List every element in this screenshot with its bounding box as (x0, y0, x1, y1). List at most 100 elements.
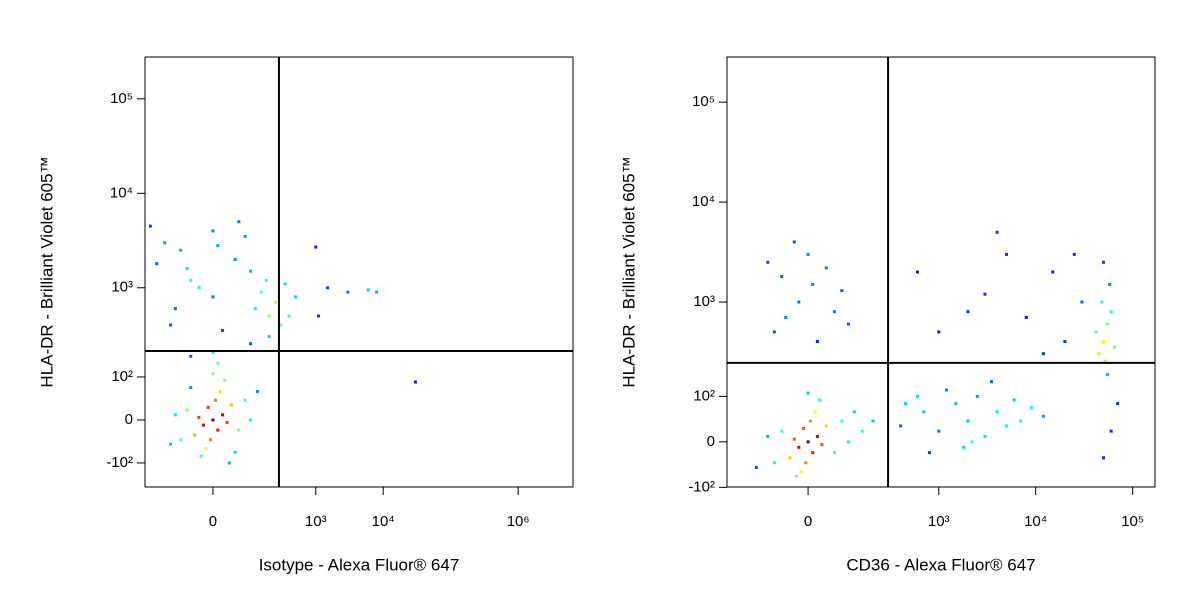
event-dot (795, 474, 799, 478)
event-dot (1012, 398, 1016, 402)
event-dot (1097, 352, 1101, 356)
event-dot (267, 335, 271, 339)
event-dot (189, 278, 193, 282)
event-dot (1108, 282, 1112, 286)
event-dot (1063, 339, 1067, 343)
event-dot (346, 290, 350, 294)
event-dot (264, 278, 268, 282)
event-dot (209, 438, 213, 442)
event-dot (1101, 339, 1105, 343)
y-tick-label: 10³ (693, 293, 715, 310)
event-dot (216, 244, 220, 248)
event-dot (201, 423, 205, 427)
event-dot (221, 328, 225, 332)
y-axis-label: HLA-DR - Brilliant Violet 605™ (619, 156, 638, 387)
event-dot (846, 440, 850, 444)
event-dot (193, 433, 197, 437)
event-dot (824, 424, 828, 428)
event-dot (173, 307, 177, 311)
event-dot (169, 323, 173, 327)
event-dot (179, 438, 183, 442)
event-dot (806, 252, 810, 256)
event-dot (1019, 419, 1023, 423)
event-dot (989, 380, 993, 384)
event-dot (1109, 310, 1113, 314)
event-dot (784, 315, 788, 319)
event-dot (983, 434, 987, 438)
event-dot (189, 354, 193, 358)
event-dot (211, 295, 215, 299)
event-dot (155, 262, 159, 266)
event-dot (225, 421, 229, 425)
x-tick-label: 10³ (928, 513, 950, 530)
event-dot (937, 429, 941, 433)
event-dot (211, 372, 215, 376)
event-dot (846, 322, 850, 326)
event-dot (199, 454, 203, 458)
event-dot (211, 350, 215, 354)
event-dot (766, 260, 770, 264)
event-dot (206, 405, 210, 409)
event-dot (255, 390, 259, 394)
x-axis-label: Isotype - Alexa Fluor® 647 (259, 555, 460, 574)
event-dot (211, 229, 215, 233)
event-dot (801, 427, 805, 431)
event-dot (754, 465, 758, 469)
event-dot (317, 314, 321, 318)
x-tick-label: 10³ (305, 513, 327, 530)
event-dot (221, 413, 225, 417)
event-dot (820, 443, 824, 447)
event-dot (185, 408, 189, 412)
event-dot (233, 450, 237, 454)
y-tick-label: 10⁵ (110, 90, 133, 107)
event-dot (163, 241, 167, 245)
y-axis-label: HLA-DR - Brilliant Violet 605™ (37, 156, 56, 387)
event-dot (366, 288, 370, 292)
event-dot (1105, 322, 1109, 326)
event-dot (1109, 429, 1113, 433)
plot-frame (144, 56, 574, 488)
event-dot (283, 282, 287, 286)
event-dot (804, 461, 808, 465)
event-dot (780, 275, 784, 279)
event-dot (267, 314, 271, 318)
event-dot (1116, 402, 1120, 406)
event-dot (218, 390, 222, 394)
event-dot (1080, 300, 1084, 304)
event-dot (966, 419, 970, 423)
y-tick-label: 10⁴ (692, 193, 715, 210)
event-dot (899, 424, 903, 428)
event-dot (237, 220, 241, 224)
event-dot (937, 330, 941, 334)
x-tick-label: 0 (209, 513, 217, 530)
y-tick-label: 10² (111, 368, 133, 385)
y-tick-label: 10⁵ (692, 93, 715, 110)
event-dot (216, 428, 220, 432)
y-tick-label: -10² (688, 478, 715, 495)
event-dot (915, 394, 919, 398)
event-dot (815, 434, 819, 438)
event-dot (806, 391, 810, 395)
event-dot (808, 419, 812, 423)
event-dot (927, 451, 931, 455)
x-tick-label: 10⁴ (1024, 513, 1047, 530)
event-dot (197, 286, 201, 290)
event-dot (413, 380, 417, 384)
event-dot (1094, 330, 1098, 334)
event-dot (922, 410, 926, 414)
event-dot (185, 267, 189, 271)
event-dot (772, 330, 776, 334)
event-dot (852, 410, 856, 414)
event-dot (173, 413, 177, 417)
event-dot (249, 269, 253, 273)
event-dot (326, 286, 330, 290)
event-dot (799, 470, 803, 474)
event-dot (249, 342, 253, 346)
event-dot (975, 394, 979, 398)
plot-frame (726, 56, 1156, 488)
event-dot (375, 290, 379, 294)
event-dot (169, 442, 173, 446)
event-dot (903, 402, 907, 406)
event-dot (818, 398, 822, 402)
